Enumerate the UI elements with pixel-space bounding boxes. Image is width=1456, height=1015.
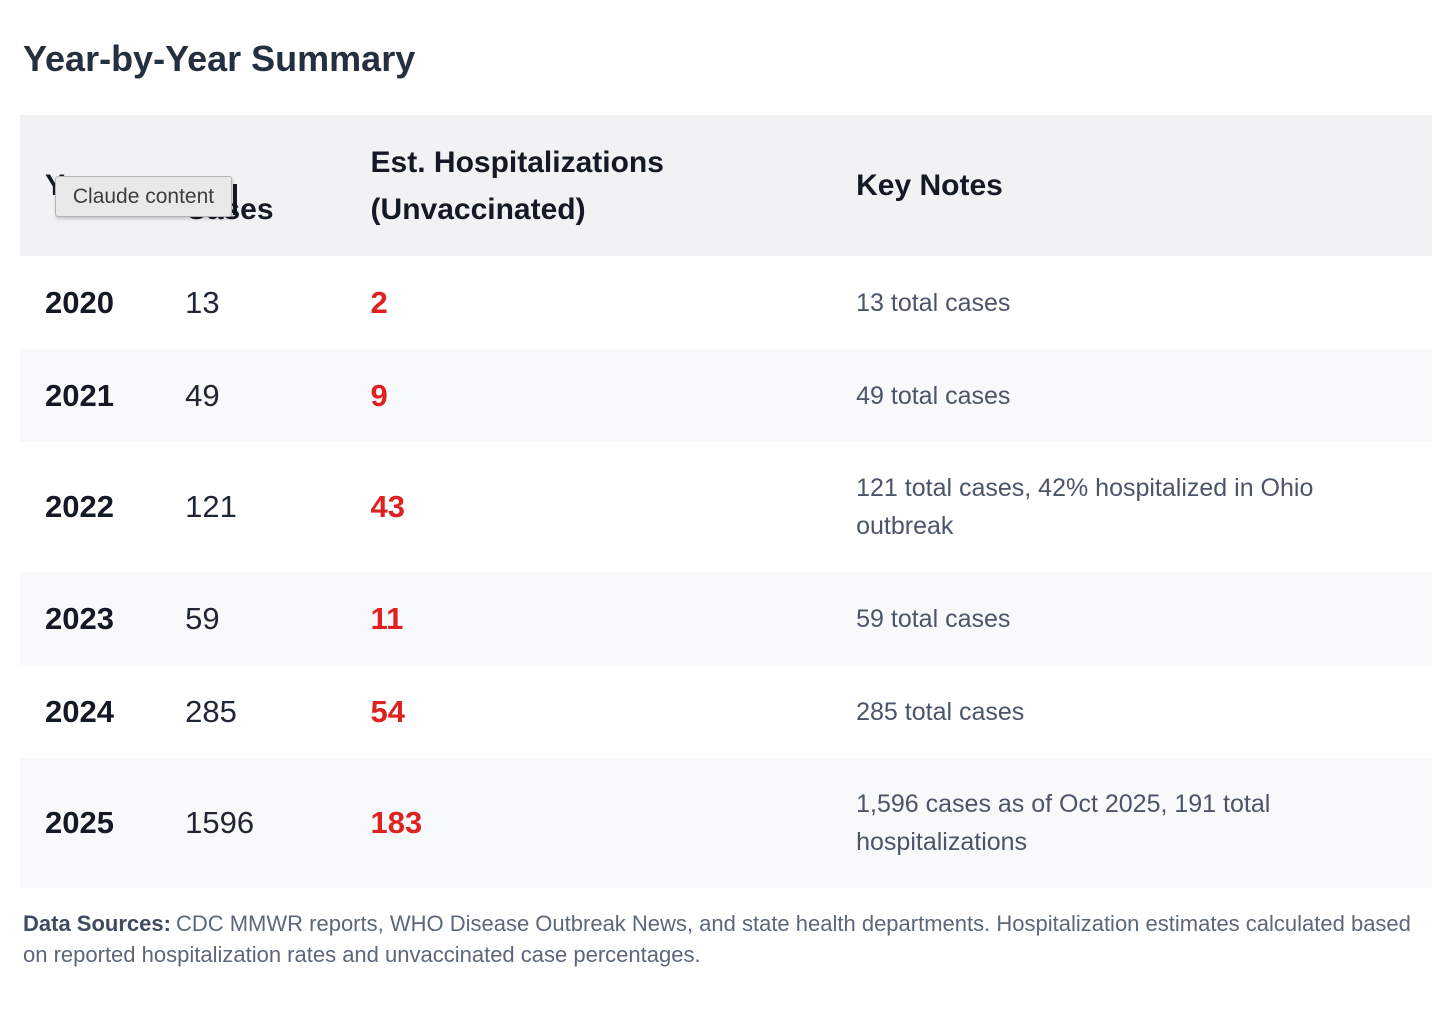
- hospitalizations-cell: 54: [370, 693, 406, 729]
- obscured-text-fragment: [233, 184, 237, 215]
- hospitalizations-column-header: Est. Hospitalizations (Unvaccinated): [346, 139, 832, 233]
- table-row: 2024 285 54 285 total cases: [20, 665, 1432, 758]
- key-notes-cell: 59 total cases: [856, 604, 1011, 633]
- key-notes-column-header: Key Notes: [856, 169, 1003, 202]
- key-notes-cell: 1,596 cases as of Oct 2025, 191 total ho…: [856, 790, 1271, 856]
- hospitalizations-cell: 43: [370, 489, 406, 524]
- cases-cell: 49: [185, 377, 220, 413]
- cases-cell: 13: [185, 284, 220, 320]
- cases-cell: 1596: [185, 805, 255, 840]
- page-title: Year-by-Year Summary: [23, 38, 416, 79]
- year-summary-table: Year Cases Est. Hospitalizations (Unvacc…: [20, 115, 1432, 888]
- hover-tooltip: Claude content: [55, 176, 232, 217]
- hospitalizations-cell: 2: [370, 284, 388, 320]
- year-cell: 2020: [45, 284, 114, 320]
- year-cell: 2021: [45, 377, 114, 413]
- cases-cell: 285: [185, 693, 237, 729]
- year-cell: 2022: [45, 489, 114, 524]
- table-row: 2025 1596 183 1,596 cases as of Oct 2025…: [20, 758, 1432, 888]
- hospitalizations-cell: 11: [370, 600, 404, 636]
- key-notes-cell: 121 total cases, 42% hospitalized in Ohi…: [856, 474, 1314, 540]
- key-notes-cell: 49 total cases: [856, 381, 1011, 410]
- table-row: 2022 121 43 121 total cases, 42% hospita…: [20, 442, 1432, 572]
- key-notes-cell: 13 total cases: [856, 288, 1011, 317]
- data-sources-note: Data Sources: CDC MMWR reports, WHO Disea…: [23, 908, 1416, 970]
- key-notes-cell: 285 total cases: [856, 697, 1025, 726]
- table-row: 2023 59 11 59 total cases: [20, 572, 1432, 665]
- data-sources-label: Data Sources:: [23, 911, 171, 936]
- cases-cell: 121: [185, 489, 237, 524]
- hospitalizations-header-line2: (Unvaccinated): [370, 192, 586, 226]
- data-sources-text: CDC MMWR reports, WHO Disease Outbreak N…: [23, 911, 1411, 967]
- year-cell: 2023: [45, 600, 114, 636]
- year-cell: 2024: [45, 693, 114, 729]
- hospitalizations-header-line1: Est. Hospitalizations: [370, 145, 664, 179]
- table-row: 2020 13 2 13 total cases: [20, 256, 1432, 349]
- hospitalizations-cell: 183: [370, 805, 423, 840]
- table-header-row: Year Cases Est. Hospitalizations (Unvacc…: [20, 115, 1432, 256]
- year-cell: 2025: [45, 805, 114, 840]
- table-row: 2021 49 9 49 total cases: [20, 349, 1432, 442]
- cases-cell: 59: [185, 600, 220, 636]
- hospitalizations-cell: 9: [370, 377, 388, 413]
